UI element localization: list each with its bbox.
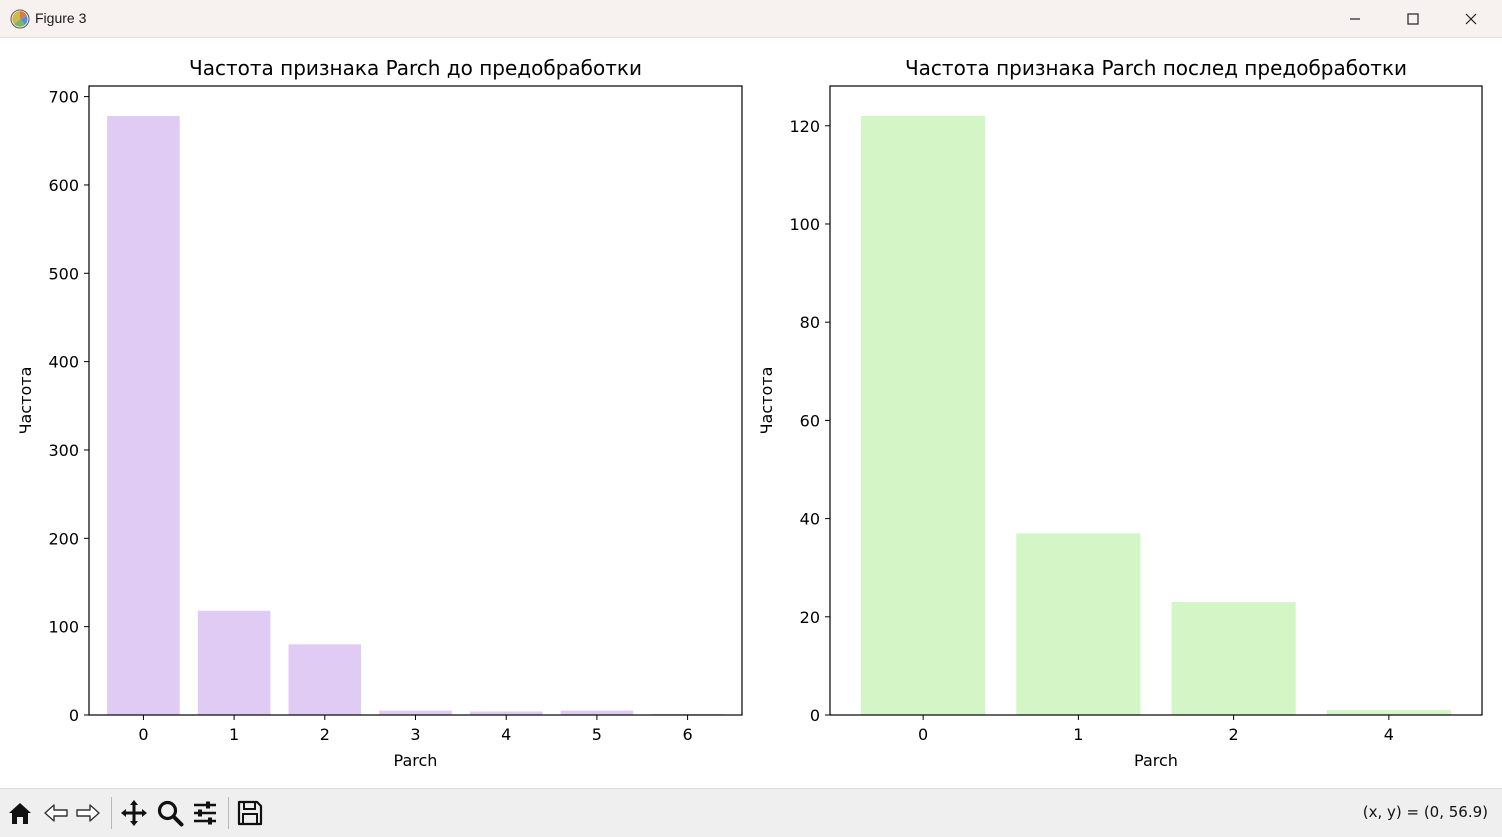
x-tick-label: 4 bbox=[501, 725, 511, 744]
x-axis-label: Parch bbox=[394, 751, 438, 770]
save-button[interactable] bbox=[234, 797, 266, 829]
bar-2 bbox=[288, 644, 362, 715]
maximize-button[interactable] bbox=[1384, 0, 1442, 38]
x-axis-label: Parch bbox=[1134, 751, 1178, 770]
navigation-toolbar: (x, y) = (0, 56.9) bbox=[0, 788, 1502, 837]
maximize-icon bbox=[1407, 13, 1419, 25]
axes-frame bbox=[829, 85, 1483, 716]
x-tick-label: 0 bbox=[138, 725, 148, 744]
bar-1 bbox=[1016, 533, 1141, 715]
figure-canvas[interactable]: 0 1 2 3 4 5 6 0 100 200 300 400 500 600 700 Частота при… bbox=[0, 38, 1502, 788]
y-tick-label: 500 bbox=[48, 264, 79, 283]
minimize-button[interactable] bbox=[1326, 0, 1384, 38]
configure-subplots-icon bbox=[194, 801, 216, 825]
x-tick-label: 3 bbox=[410, 725, 420, 744]
y-tick-label: 60 bbox=[800, 411, 820, 430]
y-tick-label: 0 bbox=[69, 706, 79, 725]
bar-2 bbox=[1171, 602, 1296, 715]
bar-5 bbox=[560, 710, 634, 715]
y-tick-label: 20 bbox=[800, 608, 820, 627]
x-tick-label: 4 bbox=[1384, 725, 1394, 744]
close-button[interactable] bbox=[1442, 0, 1500, 38]
x-tick-label: 2 bbox=[320, 725, 330, 744]
chart-title: Частота признака Parch до предобработки bbox=[189, 56, 642, 80]
window-title: Figure 3 bbox=[35, 10, 87, 26]
y-axis-label: Частота bbox=[16, 367, 35, 435]
x-tick-label: 1 bbox=[229, 725, 239, 744]
cursor-coordinates: (x, y) = (0, 56.9) bbox=[1362, 803, 1488, 821]
y-tick-label: 80 bbox=[800, 313, 820, 332]
y-tick-label: 600 bbox=[48, 176, 79, 195]
close-icon bbox=[1465, 13, 1477, 25]
y-tick-label: 0 bbox=[810, 706, 820, 725]
x-tick-label: 1 bbox=[1073, 725, 1083, 744]
zoom-button[interactable] bbox=[154, 797, 186, 829]
y-tick-label: 40 bbox=[800, 510, 820, 529]
x-tick-label: 6 bbox=[682, 725, 692, 744]
y-tick-label: 120 bbox=[789, 117, 820, 136]
home-icon bbox=[9, 803, 31, 824]
home-button[interactable] bbox=[4, 797, 36, 829]
toolbar-separator bbox=[228, 797, 229, 829]
toolbar-separator bbox=[111, 797, 112, 829]
y-tick-label: 400 bbox=[48, 353, 79, 372]
bar-4 bbox=[1326, 710, 1451, 715]
y-tick-label: 200 bbox=[48, 529, 79, 548]
y-tick-label: 700 bbox=[48, 88, 79, 107]
forward-icon bbox=[76, 804, 100, 822]
bar-0 bbox=[861, 115, 986, 715]
x-tick-label: 2 bbox=[1229, 725, 1239, 744]
back-button[interactable] bbox=[40, 797, 72, 829]
bar-1 bbox=[197, 610, 271, 715]
y-tick-label: 100 bbox=[48, 618, 79, 637]
y-axis-label: Частота bbox=[757, 367, 776, 435]
forward-button[interactable] bbox=[72, 797, 104, 829]
zoom-icon bbox=[157, 800, 184, 827]
axes-frame bbox=[88, 85, 743, 716]
save-icon bbox=[237, 800, 263, 826]
y-tick-label: 300 bbox=[48, 441, 79, 460]
matplotlib-app-icon bbox=[10, 9, 30, 29]
pan-icon bbox=[121, 800, 147, 826]
minimize-icon bbox=[1350, 18, 1360, 20]
pan-button[interactable] bbox=[118, 797, 150, 829]
x-tick-label: 5 bbox=[592, 725, 602, 744]
chart-title: Частота признака Parch послед предобрабо… bbox=[905, 56, 1407, 80]
bar-3 bbox=[379, 710, 452, 715]
configure-subplots-button[interactable] bbox=[189, 797, 221, 829]
bar-4 bbox=[469, 711, 543, 715]
window-titlebar: Figure 3 bbox=[0, 0, 1502, 38]
x-tick-label: 0 bbox=[918, 725, 928, 744]
y-tick-label: 100 bbox=[789, 215, 820, 234]
back-icon bbox=[44, 804, 68, 822]
bar-0 bbox=[107, 116, 180, 716]
